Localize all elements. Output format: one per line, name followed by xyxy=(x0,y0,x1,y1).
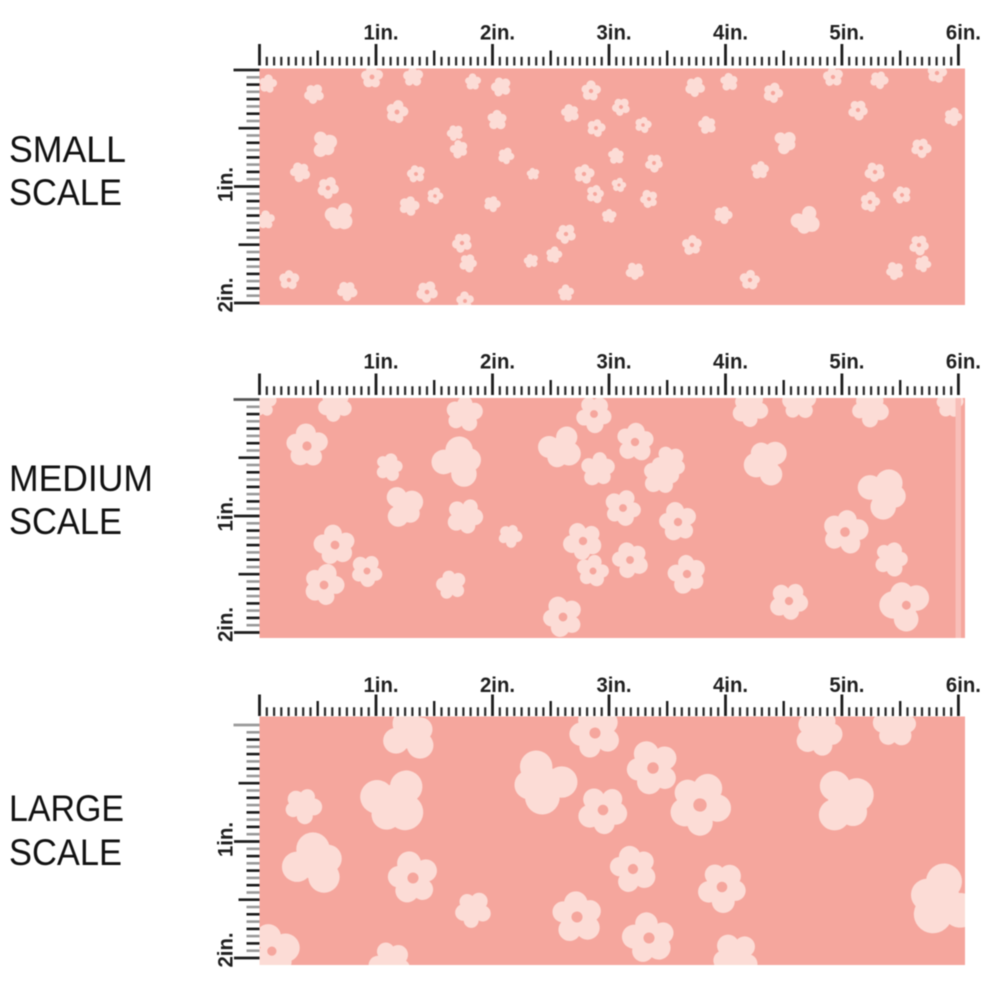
svg-text:SCALE: SCALE xyxy=(9,832,122,873)
svg-text:5in.: 5in. xyxy=(829,350,864,374)
svg-text:1in.: 1in. xyxy=(364,350,399,374)
svg-text:6in.: 6in. xyxy=(946,20,981,44)
svg-text:4in.: 4in. xyxy=(713,673,748,697)
svg-text:6in.: 6in. xyxy=(946,350,981,374)
svg-text:1in.: 1in. xyxy=(214,167,238,202)
svg-text:4in.: 4in. xyxy=(713,350,748,374)
svg-text:3in.: 3in. xyxy=(597,673,632,697)
svg-text:2in.: 2in. xyxy=(214,278,238,313)
svg-text:2in.: 2in. xyxy=(214,933,238,968)
svg-text:5in.: 5in. xyxy=(829,673,864,697)
svg-text:SCALE: SCALE xyxy=(9,501,122,542)
svg-text:1in.: 1in. xyxy=(364,20,399,44)
svg-text:2in.: 2in. xyxy=(480,673,515,697)
svg-text:3in.: 3in. xyxy=(597,20,632,44)
svg-text:2in.: 2in. xyxy=(214,607,238,642)
svg-text:5in.: 5in. xyxy=(829,20,864,44)
svg-text:LARGE: LARGE xyxy=(9,788,124,829)
svg-text:6in.: 6in. xyxy=(946,673,981,697)
svg-text:1in.: 1in. xyxy=(214,497,238,532)
svg-text:SCALE: SCALE xyxy=(9,172,122,213)
svg-text:1in.: 1in. xyxy=(364,673,399,697)
svg-text:1in.: 1in. xyxy=(214,822,238,857)
svg-text:3in.: 3in. xyxy=(597,350,632,374)
svg-text:2in.: 2in. xyxy=(480,350,515,374)
svg-text:2in.: 2in. xyxy=(480,20,515,44)
svg-text:4in.: 4in. xyxy=(713,20,748,44)
svg-text:SMALL: SMALL xyxy=(9,129,126,170)
svg-text:MEDIUM: MEDIUM xyxy=(9,458,153,499)
